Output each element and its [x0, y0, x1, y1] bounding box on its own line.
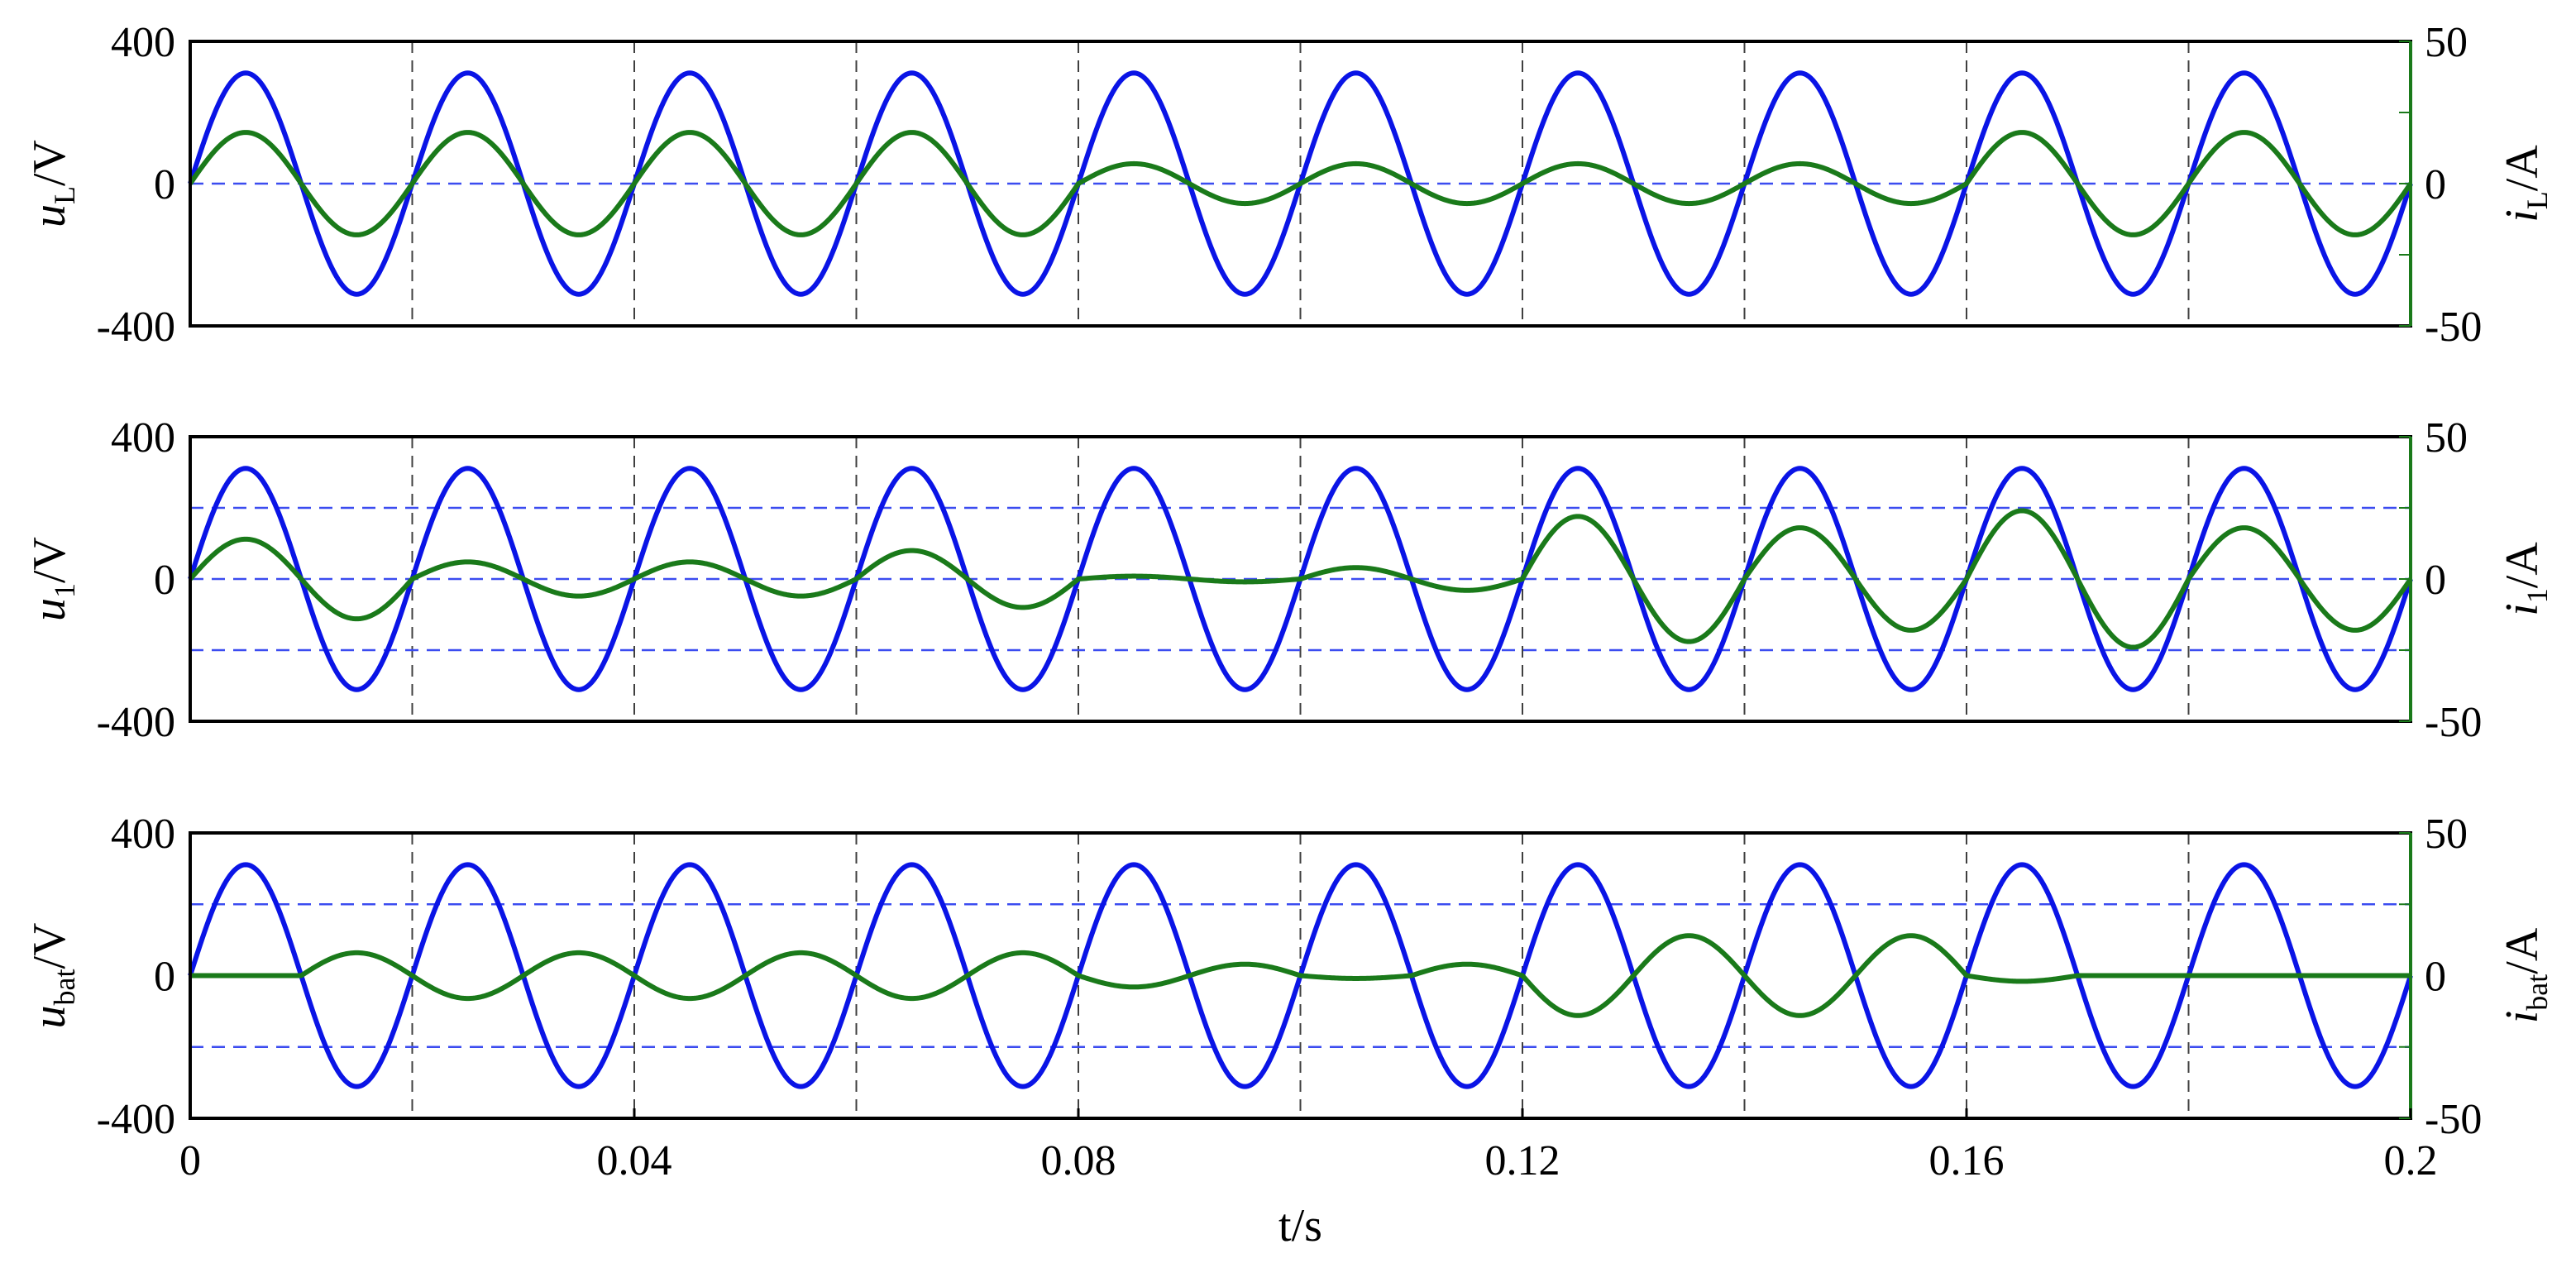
x-axis-label: t/s [1278, 1200, 1322, 1251]
x-tick-label: 0.12 [1485, 1137, 1560, 1184]
right-tick-label: -50 [2425, 304, 2482, 351]
left-axis-label-unit: /V [24, 140, 75, 186]
right-axis-label-symbol: i [2497, 1011, 2548, 1024]
right-axis-label-symbol: i [2497, 603, 2548, 616]
left-axis-label: ubat/V [24, 923, 81, 1029]
left-tick-label: 400 [111, 19, 175, 66]
left-axis-label-subscript: 1 [48, 583, 81, 598]
left-axis-label-subscript: bat [48, 969, 81, 1006]
left-axis-label-subscript: L [48, 186, 81, 204]
right-axis-label: iL/A [2497, 145, 2554, 222]
right-axis-label-unit: /A [2497, 927, 2548, 974]
x-tick-label: 0 [179, 1137, 201, 1184]
left-axis-label-symbol: u [24, 1005, 75, 1028]
right-axis-label-unit: /A [2497, 542, 2548, 589]
left-tick-label: 0 [154, 161, 175, 208]
right-axis-label: ibat/A [2497, 927, 2554, 1023]
x-axis: 0 0.04 0.08 0.12 0.16 0.2 t/s [179, 1108, 2438, 1251]
current-series [189, 933, 2412, 1018]
left-tick-label: 0 [154, 954, 175, 1001]
left-tick-label: 400 [111, 811, 175, 858]
right-tick-label: 50 [2425, 811, 2468, 858]
left-axis-label: u1/V [24, 537, 81, 621]
current-series [188, 508, 2413, 650]
x-tick-label: 0.08 [1041, 1137, 1116, 1184]
right-tick-label: 0 [2425, 954, 2446, 1001]
right-tick-label: 0 [2425, 161, 2446, 208]
right-tick-label: -50 [2425, 699, 2482, 746]
x-tick-label: 0.04 [597, 1137, 672, 1184]
panels: 4000-400500-50uL/ViL/A4000-400500-50u1/V… [24, 19, 2554, 1143]
left-axis-label-unit: /V [24, 537, 75, 583]
left-tick-label: -400 [97, 304, 175, 351]
right-axis-label: i1/A [2497, 542, 2554, 616]
left-axis-label-unit: /V [24, 923, 75, 969]
left-tick-label: -400 [97, 699, 175, 746]
right-axis-label-unit: /A [2497, 145, 2548, 192]
right-tick-label: -50 [2425, 1096, 2482, 1143]
x-tick-label: 0.2 [2384, 1137, 2438, 1184]
right-tick-label: 50 [2425, 19, 2468, 66]
right-axis-label-symbol: i [2497, 209, 2548, 222]
left-axis-label-symbol: u [24, 204, 75, 227]
left-axis-label: uL/V [24, 140, 81, 227]
x-tick-label: 0.16 [1929, 1137, 2005, 1184]
left-tick-label: -400 [97, 1096, 175, 1143]
right-axis-label-subscript: 1 [2521, 588, 2554, 603]
right-tick-label: 0 [2425, 557, 2446, 604]
right-tick-label: 50 [2425, 414, 2468, 462]
right-axis-label-subscript: L [2521, 191, 2554, 209]
right-axis-label-subscript: bat [2521, 974, 2554, 1011]
left-axis-label-symbol: u [24, 598, 75, 621]
current-series [188, 130, 2413, 237]
left-tick-label: 0 [154, 557, 175, 604]
left-tick-label: 400 [111, 414, 175, 462]
